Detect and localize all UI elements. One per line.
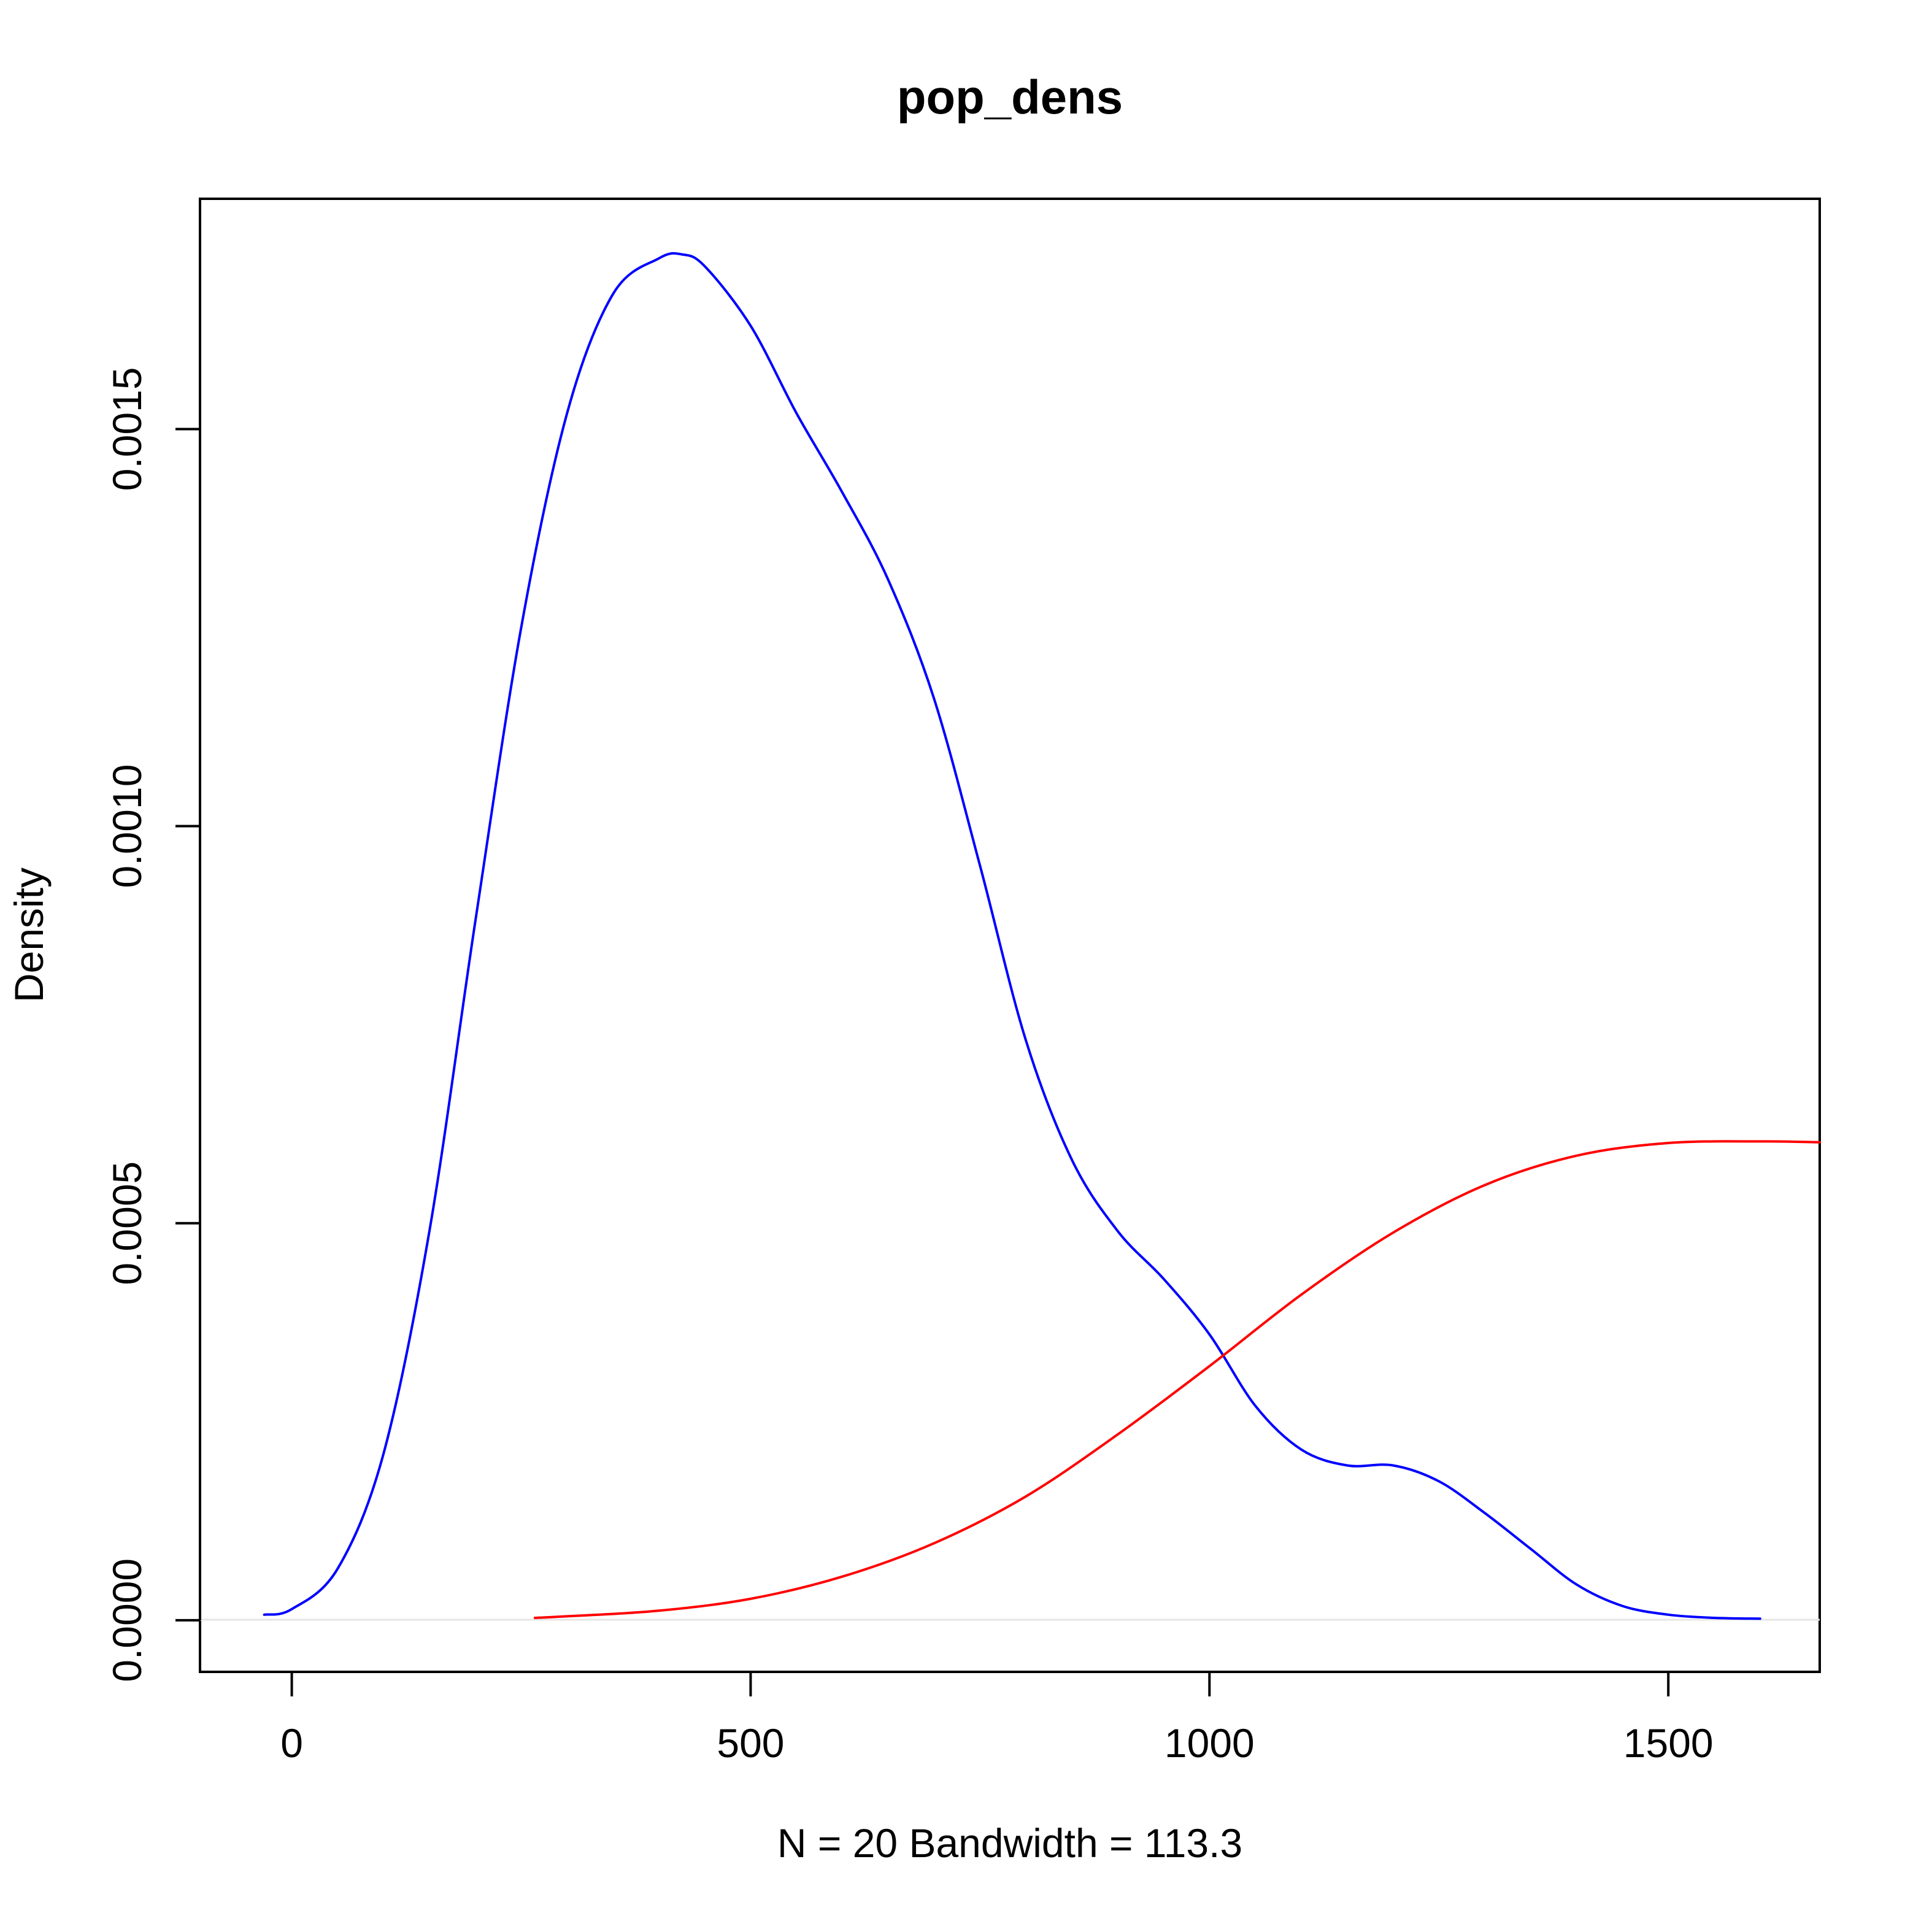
y-axis: 0.0000 0.0005 0.0010 0.0015 — [104, 367, 201, 1682]
x-tick-label: 1000 — [1164, 1720, 1255, 1766]
chart-title: pop_dens — [897, 70, 1123, 124]
x-tick-label: 0 — [280, 1720, 303, 1766]
plot-frame — [199, 198, 1821, 1673]
y-tick-label: 0.0010 — [104, 764, 150, 888]
density-curve-1 — [533, 1140, 1821, 1619]
y-tick-label: 0.0005 — [104, 1161, 150, 1285]
density-curve-0 — [263, 252, 1761, 1620]
x-axis: 0 500 1000 1500 — [280, 1671, 1714, 1766]
y-axis-label: Density — [6, 868, 52, 1003]
x-tick-label: 500 — [717, 1720, 784, 1766]
y-tick-label: 0.0015 — [104, 367, 150, 491]
x-tick-label: 1500 — [1623, 1720, 1714, 1766]
y-tick-label: 0.0000 — [104, 1558, 150, 1682]
series-layer — [263, 252, 1821, 1620]
x-axis-label: N = 20 Bandwidth = 113.3 — [777, 1820, 1242, 1866]
